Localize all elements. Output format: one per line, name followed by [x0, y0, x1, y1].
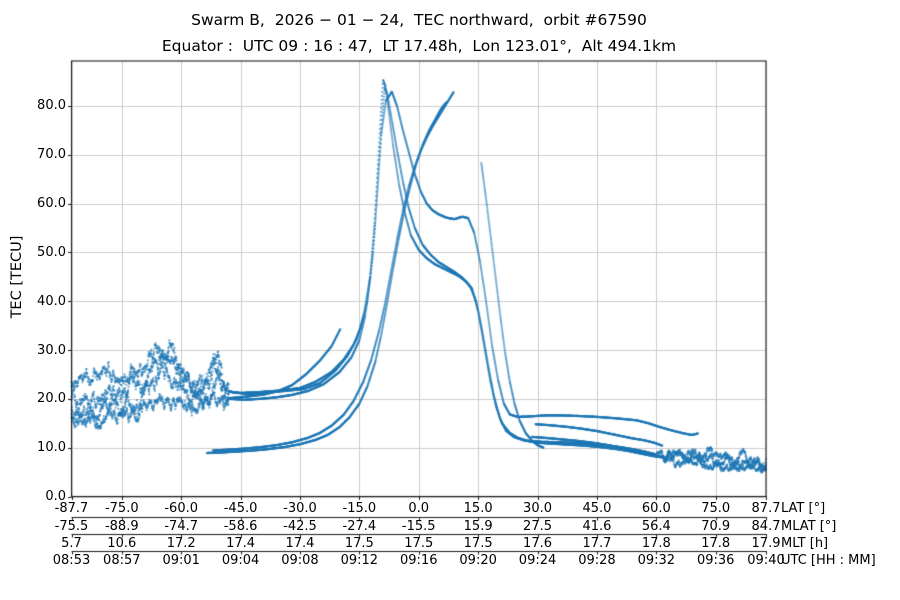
- x-tick-label-row3: 5.7: [61, 535, 82, 551]
- x-tick-label-row2: -58.6: [223, 518, 258, 534]
- x-tick-label-row1: -75.0: [104, 500, 139, 516]
- y-tick-label: 80.0: [37, 98, 66, 114]
- x-tick-label-row2: -75.5: [54, 518, 89, 534]
- x-tick-label-row3: 10.6: [107, 535, 137, 551]
- y-tick-label: 20.0: [37, 391, 66, 407]
- x-tick-label-row4: 09:04: [221, 552, 260, 568]
- x-tick-label-row3: 17.4: [226, 535, 256, 551]
- axis-row-label: MLT [h]: [781, 535, 829, 551]
- x-tick-label-row1: 60.0: [641, 500, 671, 516]
- x-tick-label-row4: 09:36: [696, 552, 735, 568]
- axis-row-label: LAT [°]: [781, 500, 826, 516]
- x-tick-label-row2: -88.9: [104, 518, 139, 534]
- x-tick-label-row2: 70.9: [701, 518, 731, 534]
- x-tick-label-row2: -74.7: [164, 518, 198, 534]
- x-tick-label-row4: 09:08: [281, 552, 319, 568]
- x-tick-label-row1: 45.0: [582, 500, 612, 516]
- y-axis-label: TEC [TECU]: [9, 235, 25, 319]
- x-tick-label-row2: 56.4: [641, 518, 671, 534]
- x-tick-label-row2: 41.6: [582, 518, 612, 534]
- x-tick-label-row1: 15.0: [463, 500, 493, 516]
- x-tick-label-row3: 17.5: [463, 535, 493, 551]
- plot-subtitle: Equator : UTC 09 : 16 : 47, LT 17.48h, L…: [161, 37, 677, 55]
- plot-title: Swarm B, 2026 − 01 − 24, TEC northward, …: [191, 11, 647, 29]
- x-tick-label-row4: 09:16: [400, 552, 438, 568]
- x-tick-label-row1: 87.7: [751, 500, 781, 516]
- x-tick-label-row4: 09:24: [518, 552, 557, 568]
- x-tick-label-row3: 17.4: [285, 535, 315, 551]
- x-tick-label-row3: 17.6: [523, 535, 553, 551]
- x-tick-label-row4: 09:32: [637, 552, 676, 568]
- x-tick-label-row1: 30.0: [523, 500, 553, 516]
- x-tick-label-row4: 09:20: [459, 552, 497, 568]
- y-tick-label: 30.0: [37, 342, 66, 358]
- x-tick-label-row3: 17.5: [344, 535, 374, 551]
- x-tick-label-row4: 09:12: [340, 552, 379, 568]
- x-tick-label-row3: 17.2: [166, 535, 196, 551]
- y-tick-label: 0.0: [45, 489, 66, 504]
- x-tick-label-row2: -15.5: [401, 518, 436, 534]
- x-tick-label-row3: 17.8: [641, 535, 671, 551]
- x-tick-label-row4: 08:53: [52, 552, 91, 568]
- x-tick-label-row1: -15.0: [342, 500, 377, 516]
- x-tick-label-row4: 08:57: [103, 552, 141, 568]
- y-tick-label: 60.0: [37, 196, 66, 212]
- x-tick-label-row2: -42.5: [283, 518, 317, 534]
- y-tick-label: 10.0: [37, 440, 66, 456]
- x-tick-label-row2: 27.5: [523, 518, 553, 534]
- x-tick-label-row1: -30.0: [283, 500, 317, 516]
- x-tick-label-row1: -45.0: [223, 500, 258, 516]
- x-tick-label-row2: 84.7: [751, 518, 781, 534]
- y-tick-label: 70.0: [37, 147, 66, 163]
- x-tick-label-row3: 17.8: [701, 535, 731, 551]
- x-tick-label-row2: 15.9: [463, 518, 493, 534]
- x-tick-label-row1: 0.0: [408, 500, 430, 516]
- x-tick-label-row2: -27.4: [342, 518, 377, 534]
- x-tick-label-row4: 09:28: [578, 552, 616, 568]
- x-tick-label-row4: 09:01: [162, 552, 200, 568]
- axis-row-label: MLAT [°]: [781, 518, 837, 534]
- axis-row-label: UTC [HH : MM]: [781, 552, 876, 568]
- x-tick-label-row4: 09:40: [747, 552, 785, 568]
- x-tick-label-row3: 17.5: [404, 535, 434, 551]
- y-tick-label: 40.0: [37, 293, 66, 309]
- x-tick-label-row1: 75.0: [701, 500, 731, 516]
- x-tick-label-row1: -87.7: [54, 500, 89, 516]
- x-tick-label-row1: -60.0: [164, 500, 198, 516]
- x-tick-label-row3: 17.7: [582, 535, 612, 551]
- x-tick-label-row3: 17.9: [751, 535, 781, 551]
- y-tick-label: 50.0: [37, 244, 66, 260]
